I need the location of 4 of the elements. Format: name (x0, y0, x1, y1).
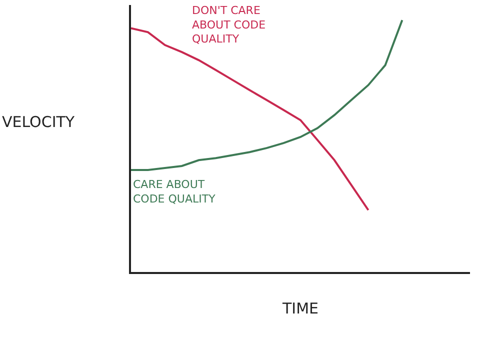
series-label: CARE ABOUT CODE QUALITY (133, 178, 216, 206)
x-axis-title: TIME (281, 300, 319, 318)
series-label: DON'T CARE ABOUT CODE QUALITY (192, 4, 266, 46)
y-axis-title: VELOCITY (2, 113, 76, 131)
